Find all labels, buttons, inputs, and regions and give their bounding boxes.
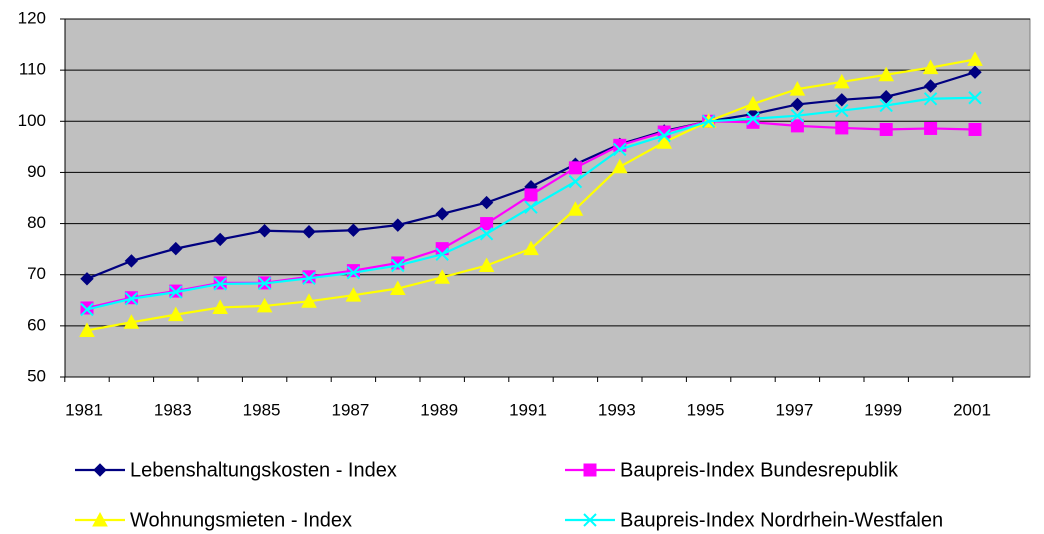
marker [879,98,893,113]
x-tick-label: 1991 [509,400,547,419]
marker [257,224,272,238]
marker [80,302,94,317]
y-tick-label: 50 [27,366,46,385]
x-tick-label: 1997 [775,400,813,419]
marker [80,272,94,286]
marker [967,51,983,66]
marker [124,254,139,268]
marker [302,271,316,286]
marker [924,121,938,135]
marker [478,257,495,273]
x-tick-label: 1981 [65,400,103,419]
marker [123,314,140,329]
marker [435,207,449,221]
marker [167,306,184,322]
marker [701,114,716,128]
x-tick-label: 1987 [331,400,369,419]
marker [479,195,494,210]
x-tick-label: 1993 [598,400,636,419]
marker [479,227,494,241]
legend-entry: Lebenshaltungskosten - Index [75,459,397,481]
y-tick-label: 110 [19,60,46,79]
marker [480,217,494,231]
legend-marker [93,463,107,477]
marker [968,91,982,105]
y-tick-label: 100 [18,111,46,130]
legend-label: Wohnungsmieten - Index [130,509,352,531]
marker [568,161,582,175]
legend-entry: Wohnungsmieten - Index [75,509,352,531]
marker [212,299,229,314]
marker [435,247,449,261]
marker [523,240,539,256]
y-tick-label: 80 [27,213,46,232]
marker [790,97,805,112]
marker [611,158,628,174]
marker [346,264,360,278]
x-tick-label: 1983 [154,400,192,419]
marker [345,287,362,302]
marker [790,108,805,123]
y-tick-label: 90 [27,162,46,181]
x-tick-label: 2001 [953,400,991,419]
marker [213,232,227,247]
marker [169,285,183,299]
marker [656,134,673,149]
marker [434,269,451,284]
legend-entry: Baupreis-Index Nordrhein-Westfalen [565,509,943,531]
marker [257,276,272,291]
marker [879,122,893,136]
marker [346,265,361,280]
marker [746,112,760,126]
legend-marker [92,511,108,527]
marker [968,65,982,79]
legend-entry: Baupreis-Index Bundesrepublik [565,459,899,481]
marker [124,292,139,306]
x-tick-label: 1989 [420,400,458,419]
marker [922,59,939,75]
marker [346,223,361,237]
legend-label: Baupreis-Index Nordrhein-Westfalen [620,509,943,531]
marker [835,121,849,135]
marker [301,293,317,308]
marker [835,93,849,107]
marker [302,225,316,239]
marker [968,122,982,136]
marker [256,297,273,313]
marker [391,258,405,273]
marker [789,81,806,96]
y-tick-label: 60 [27,315,46,334]
y-tick-label: 120 [18,8,46,27]
marker [657,128,671,143]
marker [613,142,627,157]
marker [524,200,538,214]
marker [833,73,850,89]
x-tick-label: 1985 [243,400,281,419]
marker [923,79,938,93]
marker [213,277,227,291]
marker [878,66,895,82]
marker [79,322,95,337]
marker [790,119,804,133]
x-tick-label: 1995 [687,400,725,419]
marker [389,280,406,296]
x-tick-label: 1999 [864,400,902,419]
legend-label: Baupreis-Index Bundesrepublik [620,459,899,481]
marker [567,201,584,216]
marker [391,218,405,232]
legend-marker [583,463,597,477]
legend-marker [583,513,597,527]
marker [169,241,183,256]
marker [923,92,938,106]
marker [568,174,583,189]
marker [835,103,849,118]
marker [524,188,538,202]
y-tick-label: 70 [27,264,46,283]
legend-label: Lebenshaltungskosten - Index [130,459,397,481]
marker [879,90,893,104]
marker [745,95,761,111]
